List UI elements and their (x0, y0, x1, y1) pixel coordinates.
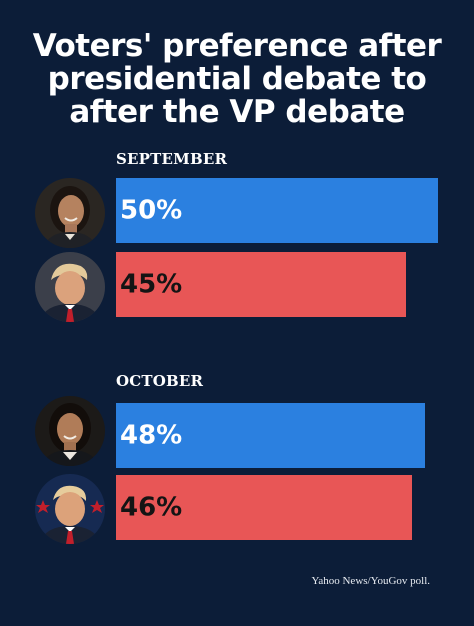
data-label-october-red: 46% (120, 491, 183, 522)
harris-portrait-icon (35, 178, 105, 248)
bar-september-blue: 50% (116, 178, 438, 243)
trump-portrait-icon (35, 252, 105, 322)
data-label-september-red: 45% (120, 268, 183, 299)
data-label-september-blue: 50% (120, 194, 183, 225)
data-label-october-blue: 48% (120, 419, 183, 450)
source-note: Yahoo News/YouGov poll. (311, 575, 430, 587)
title-line-3: after the VP debate (69, 94, 405, 130)
bar-october-red: 46% (116, 475, 412, 540)
trump-portrait-icon (35, 474, 105, 544)
bar-october-blue: 48% (116, 403, 425, 468)
harris-portrait-icon (35, 396, 105, 466)
title-line-1: Voters' preference after (32, 28, 442, 64)
title-line-2: presidential debate to (47, 61, 427, 97)
bar-september-red: 45% (116, 252, 406, 317)
chart-title: Voters' preference after presidential de… (0, 30, 474, 129)
group-label-october: OCTOBER (116, 372, 204, 390)
group-label-september: SEPTEMBER (116, 150, 228, 168)
